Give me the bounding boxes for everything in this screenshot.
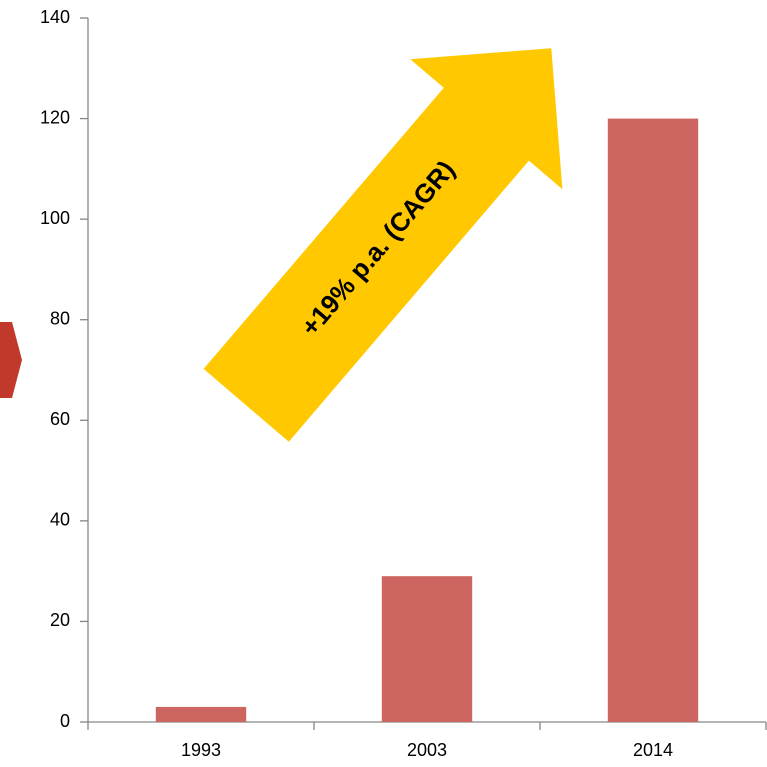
- y-tick-label: 20: [50, 610, 70, 630]
- y-axis: 0 20 40 60 80 100 120 140: [40, 7, 89, 731]
- y-tick-label: 120: [40, 107, 70, 127]
- cagr-annotation: +19% p.a. (CAGR): [203, 48, 563, 442]
- y-tick-label: 40: [50, 510, 70, 530]
- bar-2003: [381, 576, 473, 722]
- side-marker-shape: [0, 322, 22, 398]
- y-tick-label: 100: [40, 208, 70, 228]
- growth-arrow-icon: [203, 48, 563, 442]
- y-tick-label: 140: [40, 7, 70, 27]
- y-tick-label: 0: [60, 711, 70, 731]
- x-axis: 1993 2003 2014: [87, 721, 767, 760]
- y-tick-label: 60: [50, 409, 70, 429]
- bars: [155, 118, 699, 723]
- y-tick-label: 80: [50, 308, 70, 328]
- bar-1993: [155, 706, 247, 722]
- x-tick-label: 2003: [407, 740, 447, 760]
- x-tick-label: 1993: [181, 740, 221, 760]
- x-tick-label: 2014: [633, 740, 673, 760]
- bar-2014: [607, 118, 699, 723]
